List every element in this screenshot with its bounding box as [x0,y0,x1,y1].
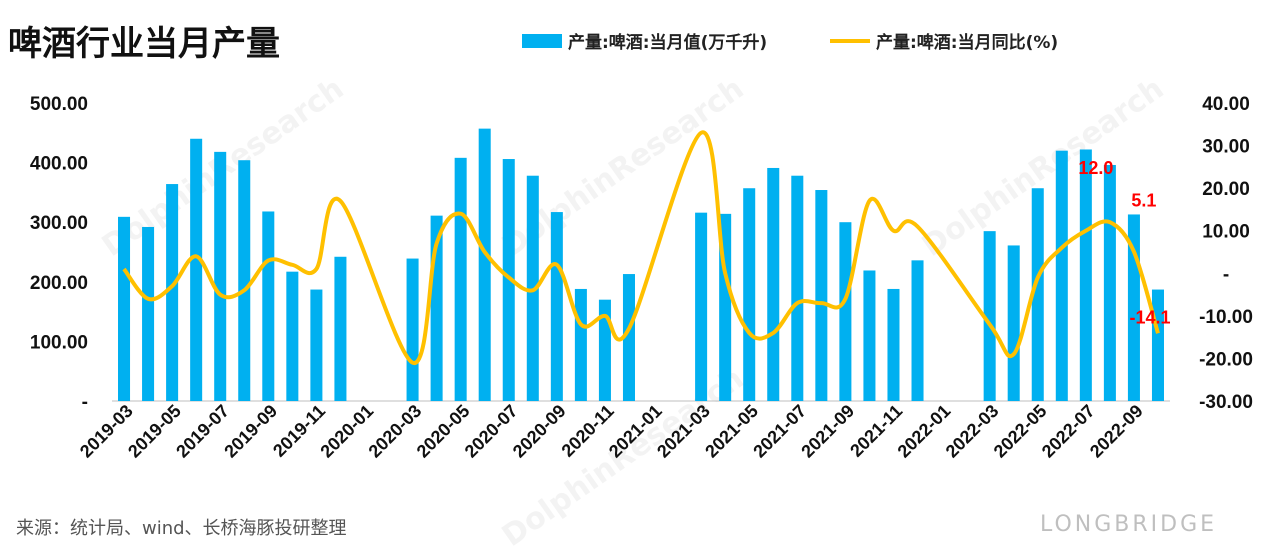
bar [839,222,852,401]
bar [791,175,804,401]
bar [1151,289,1164,401]
bar [574,288,587,401]
y-right-tick-label: 20.00 [1202,179,1250,200]
bar [863,270,876,401]
source-note: 来源：统计局、wind、长桥海豚投研整理 [16,518,347,539]
chart-title: 啤酒行业当月产量 [8,24,280,64]
legend-bar-swatch [522,33,562,48]
legend-label-production: 产量:啤酒:当月值(万千升) [568,33,768,53]
bar [1031,188,1044,401]
yoy-line [122,130,1160,365]
y-right-tick-label: - [1223,264,1229,285]
bar [695,212,708,401]
legend-item-yoy: 产量:啤酒:当月同比(%) [830,28,1058,53]
bar [983,231,996,401]
bar [1007,245,1020,401]
bar [478,128,491,402]
brand-logo: LONGBRIDGE [1040,512,1218,537]
bar [767,167,780,401]
y-right-tick-label: 10.00 [1202,222,1250,243]
bar [911,260,924,401]
x-tick-label: 2022-09 [1086,401,1147,462]
data-label: 5.1 [1131,191,1156,211]
data-label: 12.0 [1078,158,1113,178]
bar [622,274,635,401]
bar [1103,164,1116,401]
legend-item-production: 产量:啤酒:当月值(万千升) [522,28,767,53]
bar [454,157,467,401]
legend-line-swatch [830,38,870,43]
bar [815,190,828,401]
bar [334,256,347,401]
y-right-tick-label: 30.00 [1202,137,1250,158]
bar [1055,150,1068,401]
x-tick-label: 2019-09 [220,401,281,462]
bar [406,258,419,401]
bar [887,288,900,401]
y-right-tick-label: -10.00 [1199,307,1253,328]
y-right-tick-label: -30.00 [1199,392,1253,413]
bar [550,212,563,401]
bar [238,160,251,401]
bar [214,151,227,401]
bar [743,188,756,401]
y-right-tick-label: -20.00 [1199,349,1253,370]
y-left-tick-label: 500.00 [30,94,88,115]
y-left-tick-label: 200.00 [30,273,88,294]
x-tick-label: 2020-09 [509,401,570,462]
y-left-tick-label: 100.00 [30,332,88,353]
bar [1079,149,1092,401]
bar [286,271,299,401]
bar [262,211,275,401]
y-left-tick-label: 300.00 [30,213,88,234]
bar [598,299,611,401]
bar [310,289,323,401]
bar [142,226,155,401]
y-left-tick-label: 400.00 [30,154,88,175]
bar [118,216,131,401]
x-tick-label: 2021-09 [797,401,858,462]
bar [190,138,203,401]
legend-label-yoy: 产量:啤酒:当月同比(%) [876,33,1059,53]
y-left-tick-label: - [82,392,88,413]
y-right-tick-label: 40.00 [1202,94,1250,115]
data-label: -14.1 [1129,307,1170,327]
bar [166,184,179,401]
